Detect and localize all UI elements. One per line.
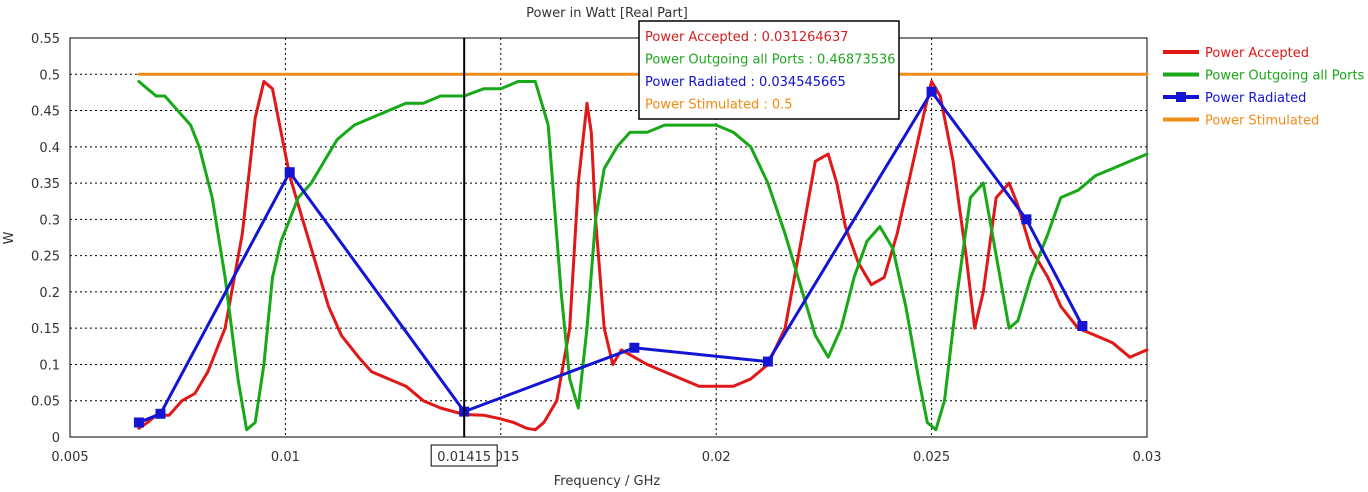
legend-label: Power Stimulated xyxy=(1205,114,1319,129)
legend-label: Power Accepted xyxy=(1205,46,1309,61)
data-point-power-radiated xyxy=(155,408,166,419)
data-point-power-radiated xyxy=(133,417,144,428)
y-tick-label: 0.55 xyxy=(31,32,60,47)
data-point-power-radiated xyxy=(1077,321,1088,332)
y-tick-label: 0.1 xyxy=(39,358,60,373)
y-tick-label: 0.5 xyxy=(39,68,60,83)
legend-label: Power Outgoing all Ports xyxy=(1205,69,1365,84)
y-tick-label: 0.2 xyxy=(39,286,60,301)
cursor-label: 0.01415 xyxy=(437,450,491,465)
legend-marker xyxy=(1176,92,1186,102)
readout-line: Power Stimulated : 0.5 xyxy=(645,98,793,113)
y-tick-label: 0.15 xyxy=(31,322,60,337)
series-line-power-outgoing-all-ports xyxy=(137,80,1149,432)
cursor-label-box xyxy=(430,444,498,467)
readout-line: Power Radiated : 0.034545665 xyxy=(645,75,846,90)
x-tick-label: 0.03 xyxy=(1133,450,1162,465)
y-tick-label: 0.35 xyxy=(31,177,60,192)
y-tick-label: 0.3 xyxy=(39,213,60,228)
data-point-power-radiated xyxy=(284,167,295,178)
y-tick-label: 0.4 xyxy=(39,141,60,156)
x-tick-label: 0.02 xyxy=(702,450,731,465)
data-point-power-radiated xyxy=(1021,214,1032,225)
y-tick-label: 0.25 xyxy=(31,250,60,265)
legend: Power Accepted Power Outgoing all Ports Po… xyxy=(1163,46,1365,129)
readout-line: Power Outgoing all Ports : 0.46873536 xyxy=(645,53,896,68)
plot-frame xyxy=(69,37,1148,438)
y-tick-label: 0 xyxy=(52,431,60,446)
y-tick-label: 0.45 xyxy=(31,105,60,120)
y-tick-label: 0.05 xyxy=(31,395,60,410)
data-point-power-radiated xyxy=(926,86,937,97)
x-tick-label: 0.025 xyxy=(913,450,950,465)
chart-title: Power in Watt [Real Part] xyxy=(526,6,688,21)
y-axis-label: W xyxy=(2,231,17,244)
x-tick-label: 0.005 xyxy=(51,450,88,465)
readout-line: Power Accepted : 0.031264637 xyxy=(645,30,848,45)
y-axis: 0 0.05 0.1 0.15 0.2 0.25 0.3 0.35 0.4 0.45 0.5 0.55 xyxy=(31,32,60,446)
plot-area xyxy=(70,38,1147,437)
x-axis-label: Frequency / GHz xyxy=(554,474,661,489)
series-layer xyxy=(133,72,1149,432)
data-point-power-radiated xyxy=(629,342,640,353)
x-axis: 0.005 0.01 0.015 0.02 0.025 0.03 xyxy=(51,450,1161,465)
cursor-readout-box: Power Accepted : 0.031264637 Power Outgoi… xyxy=(638,20,900,120)
x-tick-label: 0.01 xyxy=(271,450,300,465)
data-point-power-radiated xyxy=(762,356,773,367)
frequency-cursor[interactable]: 0.01415 xyxy=(430,38,498,467)
legend-label: Power Radiated xyxy=(1205,91,1306,106)
readout-box xyxy=(638,20,900,120)
